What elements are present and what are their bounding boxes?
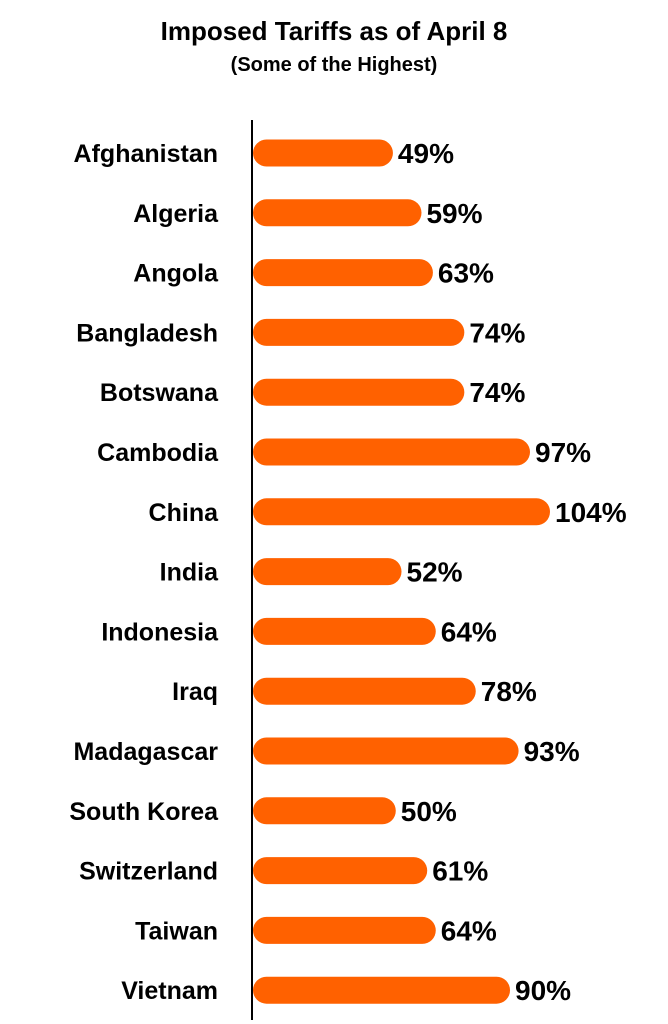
value-label: 64% — [441, 915, 497, 946]
category-label: Indonesia — [101, 618, 219, 646]
bar — [253, 438, 531, 466]
value-label: 49% — [398, 138, 454, 169]
value-label: 63% — [438, 258, 494, 289]
bar — [253, 139, 393, 167]
value-label: 64% — [441, 616, 497, 647]
value-label: 78% — [481, 676, 537, 707]
value-label: 61% — [432, 856, 488, 887]
chart-title: Imposed Tariffs as of April 8 — [160, 16, 508, 46]
bar — [253, 737, 519, 765]
value-label: 90% — [515, 975, 571, 1006]
category-label: Madagascar — [73, 738, 218, 766]
category-label: Afghanistan — [74, 140, 218, 168]
category-label: Algeria — [133, 200, 219, 228]
value-label: 52% — [407, 557, 463, 588]
value-label: 59% — [426, 198, 482, 229]
value-label: 74% — [469, 377, 525, 408]
value-label: 104% — [555, 497, 627, 528]
bars-group: Afghanistan 49% Algeria 59% Angola 63% Banglad… — [69, 138, 626, 1006]
bar — [253, 617, 436, 645]
category-label: Vietnam — [121, 977, 218, 1005]
bar — [253, 199, 422, 227]
chart-subtitle: (Some of the Highest) — [230, 54, 438, 76]
value-label: 93% — [524, 736, 580, 767]
bar — [253, 259, 433, 287]
bar — [253, 498, 550, 526]
value-label: 74% — [469, 317, 525, 348]
value-label: 50% — [401, 796, 457, 827]
bar — [253, 797, 396, 825]
bar — [253, 857, 428, 885]
bar — [253, 318, 465, 346]
category-label: Botswana — [100, 379, 219, 407]
bar — [253, 916, 436, 944]
category-label: China — [149, 499, 220, 527]
category-label: Angola — [133, 260, 219, 288]
bar — [253, 677, 476, 705]
bar — [253, 976, 511, 1004]
category-label: Iraq — [172, 678, 218, 706]
category-label: Cambodia — [97, 439, 219, 467]
category-label: South Korea — [69, 798, 219, 826]
category-label: Taiwan — [135, 917, 218, 945]
bar — [253, 378, 465, 406]
bar — [253, 558, 402, 586]
value-label: 97% — [535, 437, 591, 468]
category-label: Bangladesh — [76, 319, 218, 347]
category-label: India — [160, 559, 219, 587]
category-label: Switzerland — [79, 858, 218, 886]
